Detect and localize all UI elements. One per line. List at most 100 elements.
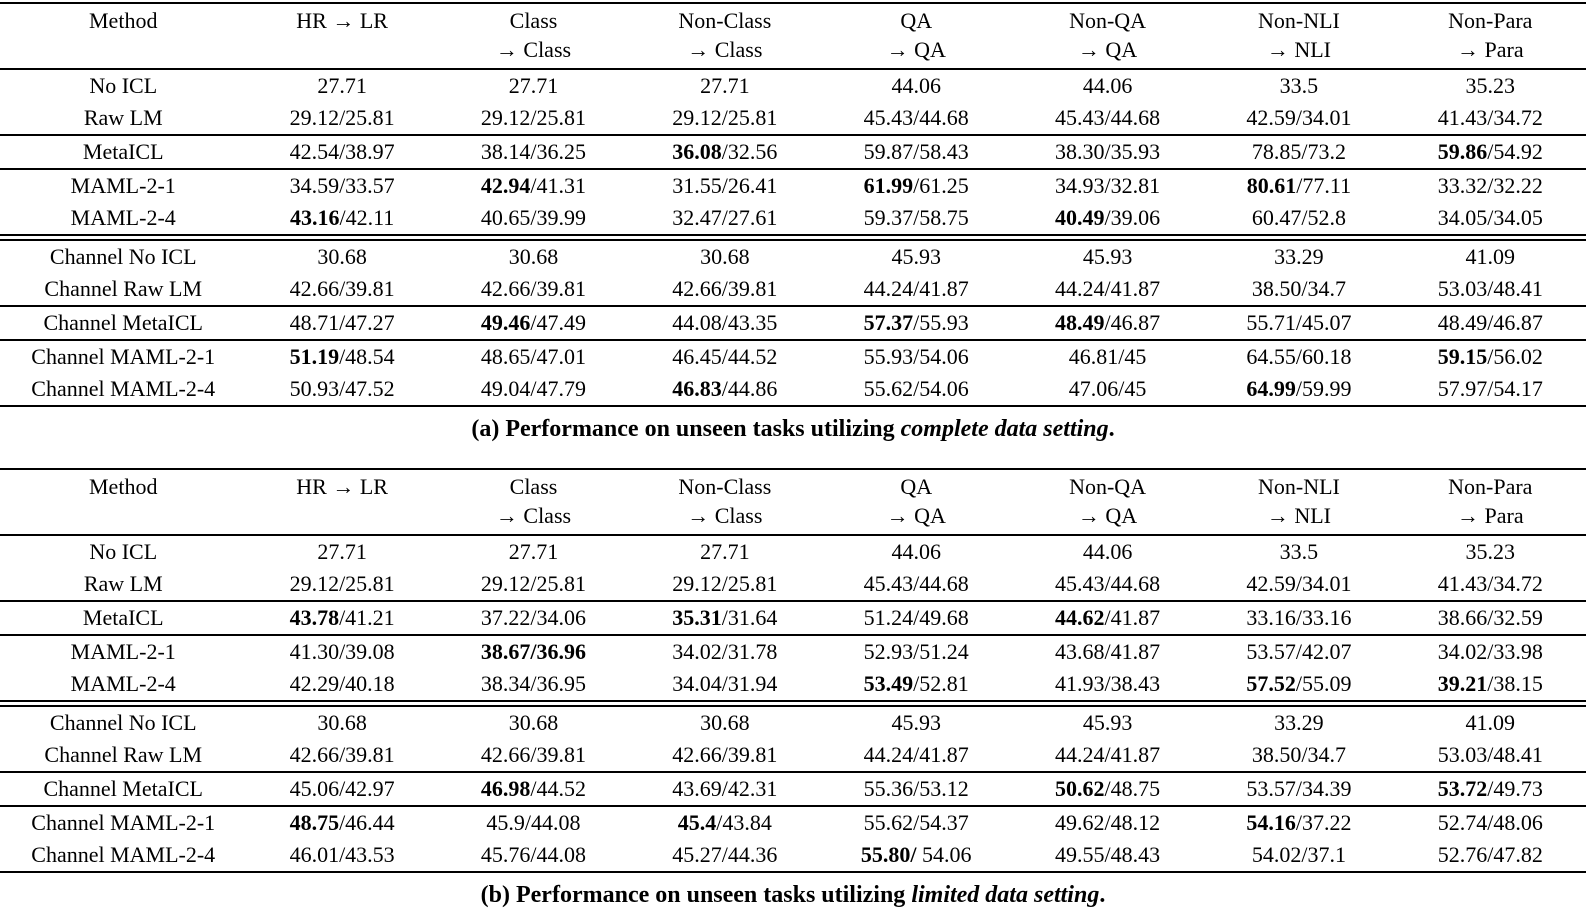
- table-row: Channel Raw LM 42.66/39.81 42.66/39.81 42.6…: [0, 739, 1586, 772]
- column-header-line1: Non-Class: [678, 474, 772, 499]
- value-text: 45.43/44.68: [863, 105, 969, 130]
- value-cell: 52.74/48.06: [1395, 806, 1586, 839]
- value-text: 59.37/58.75: [863, 205, 969, 230]
- value-cell: 54.16/37.22: [1203, 806, 1394, 839]
- column-header-method: Method: [0, 3, 246, 69]
- value-text: 45.43/44.68: [863, 571, 969, 596]
- value-cell: 64.55/60.18: [1203, 340, 1394, 373]
- value-cell: 48.65/47.01: [438, 340, 629, 373]
- caption-b-text: (b) Performance on unseen tasks utilizin…: [480, 882, 912, 908]
- value-text: 57.97/54.17: [1437, 376, 1543, 401]
- value-cell: 55.71/45.07: [1203, 306, 1394, 340]
- bold-value: 54.16: [1246, 810, 1296, 835]
- value-text: 41.43/34.72: [1437, 571, 1543, 596]
- method-cell: MAML-2-1: [70, 639, 176, 664]
- value-cell: 43.16/42.11: [246, 202, 437, 238]
- value-text: 78.85/73.2: [1251, 139, 1346, 164]
- value-text: 29.12/25.81: [289, 105, 395, 130]
- column-header-line1: QA: [900, 474, 933, 499]
- value-cell: 29.12/25.81: [246, 102, 437, 135]
- value-text: 51.24/49.68: [863, 605, 969, 630]
- value-cell: 52.93/51.24: [821, 635, 1012, 668]
- column-header: QA → QA: [821, 3, 1012, 69]
- column-header-line2: → Para: [1457, 37, 1524, 62]
- value-text: 44.06: [1082, 73, 1133, 98]
- value-cell: 41.43/34.72: [1395, 568, 1586, 601]
- column-header-line1: Non-Para: [1448, 474, 1533, 499]
- value-text: 43.69/42.31: [672, 776, 778, 801]
- value-text: 27.71: [317, 73, 367, 98]
- table-row: No ICL 27.71 27.71 27.71 44.06 44.06 33.5 35.23: [0, 535, 1586, 568]
- column-header-line1: Non-QA: [1069, 8, 1147, 33]
- value-cell: 45.9/44.08: [438, 806, 629, 839]
- value-cell: 41.09: [1395, 704, 1586, 740]
- value-text: 27.71: [508, 539, 559, 564]
- column-header-line2: → QA: [1077, 503, 1138, 528]
- value-cell: 43.69/42.31: [629, 772, 820, 806]
- column-header: HR → LR: [246, 3, 437, 69]
- value-text: 45.76/44.08: [480, 842, 587, 867]
- bold-value: 53.72: [1437, 776, 1488, 801]
- value-text: 31.55/26.41: [672, 173, 778, 198]
- value-cell: 41.43/34.72: [1395, 102, 1586, 135]
- table-row: Channel MetaICL 48.71/47.27 49.46/47.49 44.…: [0, 306, 1586, 340]
- table-row: MetaICL 42.54/38.97 38.14/36.25 36.08/32.56…: [0, 135, 1586, 169]
- value-text: 44.24/41.87: [1055, 276, 1161, 301]
- value-text: 42.29/40.18: [289, 671, 395, 696]
- value-cell: 44.24/41.87: [821, 273, 1012, 306]
- value-cell: 34.02/31.78: [629, 635, 820, 668]
- value-text: 46.45/44.52: [672, 344, 778, 369]
- column-header-line1: Method: [89, 474, 158, 499]
- method-cell: Channel Raw LM: [44, 276, 203, 301]
- value-cell: 34.59/33.57: [246, 169, 437, 202]
- value-text: 34.02/33.98: [1437, 639, 1543, 664]
- column-header-line1: Class: [509, 474, 558, 499]
- value-text: /44.86: [721, 376, 778, 401]
- column-header-line2: → Para: [1457, 503, 1524, 528]
- column-header-line1: Non-NLI: [1257, 8, 1340, 33]
- column-header-line2: → QA: [1077, 37, 1138, 62]
- value-text: 45.43/44.68: [1055, 571, 1161, 596]
- value-text: 30.68: [508, 244, 559, 269]
- value-cell: 27.71: [438, 535, 629, 568]
- value-text: 48.65/47.01: [480, 344, 587, 369]
- table-row-group: No ICL 27.71 27.71 27.71 44.06 44.06 33.5 35.23…: [0, 69, 1586, 135]
- table-row: Raw LM 29.12/25.81 29.12/25.81 29.12/25.81 4…: [0, 102, 1586, 135]
- table-row-group: MAML-2-1 34.59/33.57 42.94/41.31 31.55/26.4…: [0, 169, 1586, 238]
- value-text: /41.21: [339, 605, 395, 630]
- value-cell: 33.29: [1203, 238, 1394, 274]
- bold-value: 45.4: [677, 810, 717, 835]
- column-header-line2: → Class: [687, 37, 763, 62]
- value-text: 45.9/44.08: [486, 810, 581, 835]
- bold-value: 39.21: [1437, 671, 1488, 696]
- value-text: /41.87: [1104, 605, 1161, 630]
- value-cell: 49.55/48.43: [1012, 839, 1203, 872]
- value-cell: 42.29/40.18: [246, 668, 437, 704]
- table-row: Raw LM 29.12/25.81 29.12/25.81 29.12/25.81 4…: [0, 568, 1586, 601]
- method-cell: Channel MAML-2-1: [31, 810, 216, 835]
- value-text: 33.16/33.16: [1246, 605, 1352, 630]
- value-cell: 35.31/31.64: [629, 601, 820, 635]
- bold-value: 64.99: [1246, 376, 1296, 401]
- table-row-group: Channel MAML-2-1 48.75/46.44 45.9/44.08 45.…: [0, 806, 1586, 872]
- value-cell: 29.12/25.81: [438, 568, 629, 601]
- table-a-caption: (a) Performance on unseen tasks utilizin…: [0, 414, 1586, 444]
- value-cell: 42.59/34.01: [1203, 102, 1394, 135]
- value-text: 44.24/41.87: [863, 742, 969, 767]
- table-row-group: No ICL 27.71 27.71 27.71 44.06 44.06 33.5 35.23…: [0, 535, 1586, 601]
- bold-value: 80.61: [1246, 173, 1297, 198]
- value-text: 42.59/34.01: [1246, 571, 1352, 596]
- value-cell: 34.04/31.94: [629, 668, 820, 704]
- value-text: 45.93: [891, 710, 941, 735]
- value-text: /55.93: [913, 310, 969, 335]
- value-text: 55.71/45.07: [1246, 310, 1352, 335]
- value-cell: 49.04/47.79: [438, 373, 629, 406]
- column-header-line2: [246, 501, 437, 530]
- value-text: 52.76/47.82: [1437, 842, 1543, 867]
- value-text: 47.06/45: [1068, 376, 1147, 401]
- column-header: Non-QA → QA: [1012, 469, 1203, 535]
- value-text: 30.68: [317, 710, 367, 735]
- value-cell: 36.08/32.56: [629, 135, 820, 169]
- value-cell: 42.66/39.81: [246, 273, 437, 306]
- value-cell: 45.93: [1012, 238, 1203, 274]
